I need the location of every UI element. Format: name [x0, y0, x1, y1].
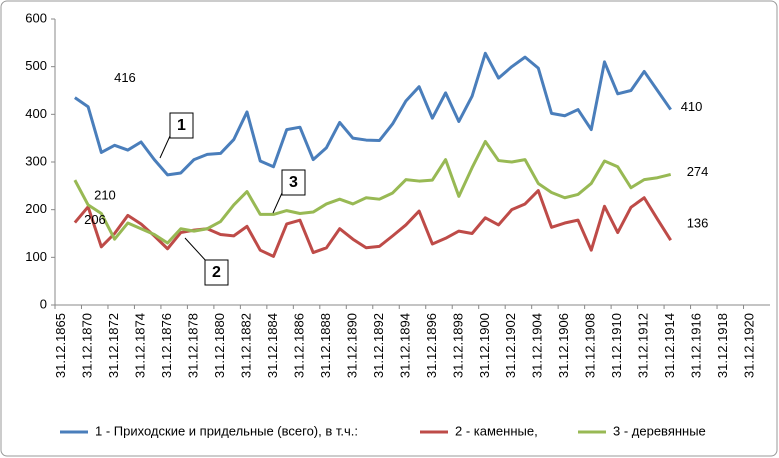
x-tick-label: 31.12.1878: [185, 313, 200, 378]
callout-leader: [272, 192, 283, 214]
x-tick-label: 31.12.1904: [530, 313, 545, 378]
x-tick-label: 31.12.1884: [265, 313, 280, 378]
data-label: 416: [114, 70, 136, 85]
y-tick-label: 300: [25, 153, 47, 168]
x-tick-label: 31.12.1918: [715, 313, 730, 378]
legend-label: 3 - деревянные: [613, 423, 706, 438]
callout-leader: [184, 237, 208, 263]
x-tick-label: 31.12.1914: [662, 313, 677, 378]
data-label: 210: [94, 187, 116, 202]
x-tick-label: 31.12.1902: [503, 313, 518, 378]
x-tick-label: 31.12.1890: [344, 313, 359, 378]
x-tick-label: 31.12.1896: [424, 313, 439, 378]
x-tick-label: 31.12.1910: [609, 313, 624, 378]
callout-box: [169, 112, 194, 139]
x-tick-label: 31.12.1886: [291, 313, 306, 378]
callout-label: 3: [289, 174, 298, 191]
x-tick-label: 31.12.1880: [212, 313, 227, 378]
callout-box: [281, 169, 306, 196]
series-line: [73, 189, 672, 258]
callout-leader: [159, 135, 171, 159]
callout-label: 2: [212, 264, 221, 281]
data-label: 206: [84, 212, 106, 227]
x-tick-label: 31.12.1894: [397, 313, 412, 378]
x-tick-label: 31.12.1876: [159, 313, 174, 378]
y-tick-label: 400: [25, 106, 47, 121]
legend-label: 1 - Приходские и придельные (всего), в т…: [95, 423, 358, 438]
x-tick-label: 31.12.1874: [133, 313, 148, 378]
x-tick-label: 31.12.1906: [556, 313, 571, 378]
series-line: [74, 51, 672, 177]
callout-box: [204, 259, 229, 286]
x-tick-label: 31.12.1888: [318, 313, 333, 378]
x-tick-label: 31.12.1882: [238, 313, 253, 378]
x-tick-label: 31.12.1872: [106, 313, 121, 378]
x-tick-label: 31.12.1912: [636, 313, 651, 378]
x-tick-label: 31.12.1870: [80, 313, 95, 378]
y-tick-label: 100: [25, 249, 47, 264]
data-label: 136: [687, 216, 709, 231]
x-tick-label: 31.12.1892: [371, 313, 386, 378]
x-tick-label: 31.12.1900: [477, 313, 492, 378]
y-tick-label: 200: [25, 201, 47, 216]
legend-label: 2 - каменные,: [455, 423, 538, 438]
x-tick-label: 31.12.1916: [689, 313, 704, 378]
x-tick-label: 31.12.1908: [583, 313, 598, 378]
y-tick-label: 0: [40, 296, 47, 311]
callout-label: 1: [177, 117, 186, 134]
x-tick-label: 31.12.1920: [742, 313, 757, 378]
y-tick-label: 500: [25, 58, 47, 73]
data-label: 410: [681, 99, 703, 114]
x-tick-label: 31.12.1898: [450, 313, 465, 378]
y-tick-label: 600: [25, 10, 47, 25]
x-tick-label: 31.12.1865: [53, 313, 68, 378]
data-label: 274: [687, 164, 709, 179]
series-line: [73, 140, 672, 245]
